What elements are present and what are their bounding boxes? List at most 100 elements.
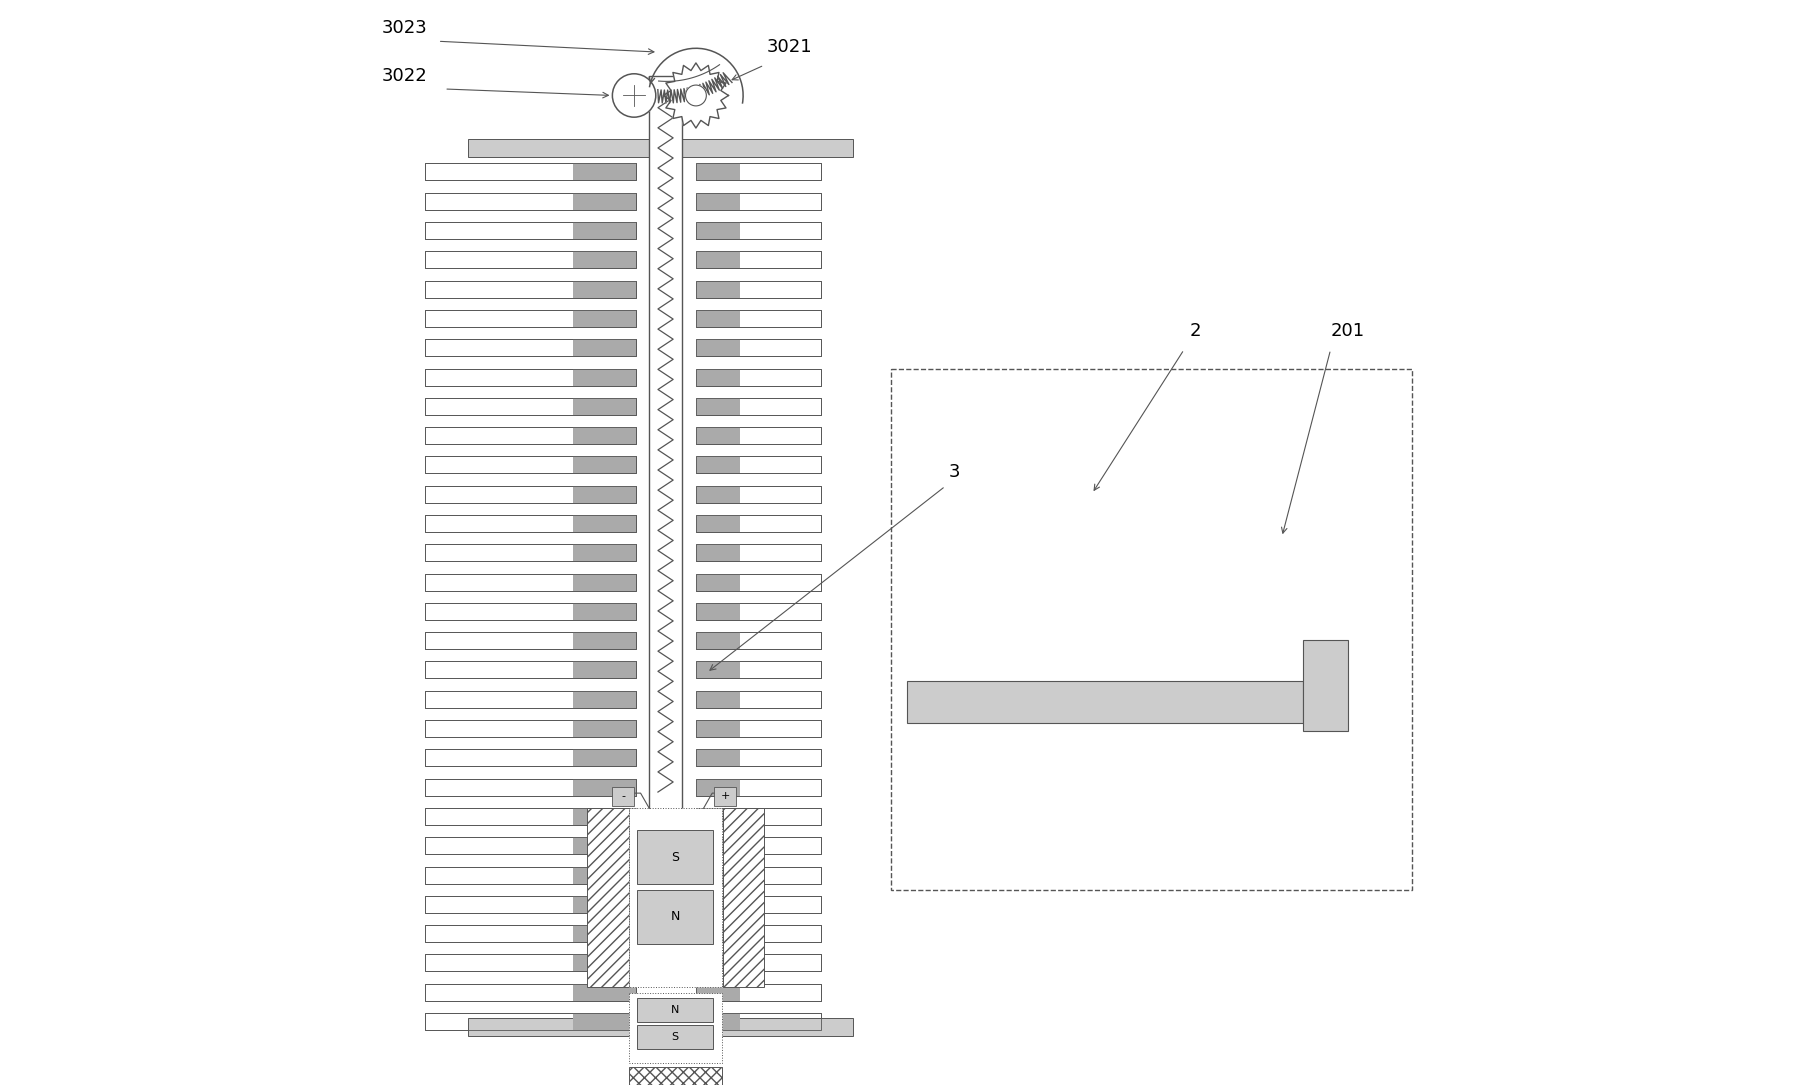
Bar (695, 838, 738, 854)
Bar (637, 830, 713, 884)
Bar (573, 164, 637, 180)
Bar (573, 486, 637, 502)
Bar (424, 662, 637, 678)
Bar (573, 984, 637, 1000)
Bar (424, 252, 637, 268)
Bar (424, 808, 637, 825)
Bar (695, 310, 820, 327)
Bar (424, 779, 637, 795)
Polygon shape (657, 65, 731, 103)
Bar (573, 398, 637, 414)
Bar (573, 222, 637, 239)
Bar (424, 633, 637, 649)
Bar (695, 252, 738, 268)
Bar (695, 662, 820, 678)
Bar (573, 838, 637, 854)
Bar (695, 662, 738, 678)
Bar (695, 720, 820, 737)
Bar (424, 545, 637, 561)
Text: 3022: 3022 (381, 67, 426, 86)
Bar (573, 633, 637, 649)
Bar (424, 926, 637, 942)
Bar (695, 720, 738, 737)
Bar (695, 310, 820, 327)
Bar (611, 787, 633, 806)
Bar (695, 222, 820, 239)
Bar (695, 1013, 820, 1030)
Bar (573, 808, 637, 825)
Text: 201: 201 (1330, 322, 1364, 341)
Bar (695, 750, 820, 766)
Bar (424, 193, 637, 209)
Bar (424, 750, 637, 766)
Bar (695, 486, 820, 502)
Bar (1302, 640, 1346, 731)
Bar (695, 662, 820, 678)
Bar (695, 222, 820, 239)
Bar (573, 310, 637, 327)
Bar (424, 310, 637, 327)
Bar (573, 662, 637, 678)
Bar (424, 955, 637, 971)
Bar (424, 896, 637, 912)
Bar (695, 955, 738, 971)
Bar (695, 720, 820, 737)
Bar (695, 340, 820, 356)
Bar (695, 896, 820, 912)
Bar (695, 193, 738, 209)
Bar (573, 281, 637, 297)
Bar (695, 193, 820, 209)
Bar (695, 926, 738, 942)
Bar (695, 545, 738, 561)
Bar (695, 310, 738, 327)
Bar (424, 486, 637, 502)
Bar (695, 457, 820, 473)
Bar (424, 222, 637, 239)
Text: N: N (671, 1005, 678, 1016)
Bar (424, 838, 637, 854)
Bar (424, 955, 637, 971)
Bar (424, 281, 637, 297)
Bar (424, 574, 637, 590)
Bar (573, 867, 637, 883)
Bar (573, 427, 637, 444)
Bar (424, 720, 637, 737)
Bar (695, 750, 820, 766)
Bar (695, 808, 738, 825)
Bar (695, 486, 820, 502)
Bar (637, 890, 713, 944)
Bar (695, 427, 820, 444)
Bar (695, 515, 738, 532)
Bar (695, 750, 738, 766)
Bar (573, 457, 637, 473)
Bar (907, 681, 1302, 723)
Bar (573, 779, 637, 795)
Bar (573, 691, 637, 707)
Bar (573, 515, 637, 532)
Bar (695, 633, 738, 649)
Bar (695, 340, 820, 356)
Bar (424, 867, 637, 883)
Bar (695, 867, 738, 883)
Text: S: S (671, 851, 678, 864)
Bar (695, 545, 820, 561)
Bar (695, 164, 820, 180)
Bar (695, 164, 820, 180)
Bar (424, 427, 637, 444)
Bar (695, 603, 738, 620)
Bar (573, 340, 637, 356)
Bar (424, 838, 637, 854)
Bar (722, 808, 764, 987)
Bar (695, 926, 820, 942)
Bar (695, 457, 738, 473)
Bar (573, 1013, 637, 1030)
Bar (424, 984, 637, 1000)
Bar (695, 955, 820, 971)
Bar (424, 164, 637, 180)
Bar (695, 369, 820, 385)
Text: N: N (669, 910, 680, 923)
Bar (695, 340, 738, 356)
Bar (424, 340, 637, 356)
Bar (424, 193, 637, 209)
Bar (695, 193, 820, 209)
